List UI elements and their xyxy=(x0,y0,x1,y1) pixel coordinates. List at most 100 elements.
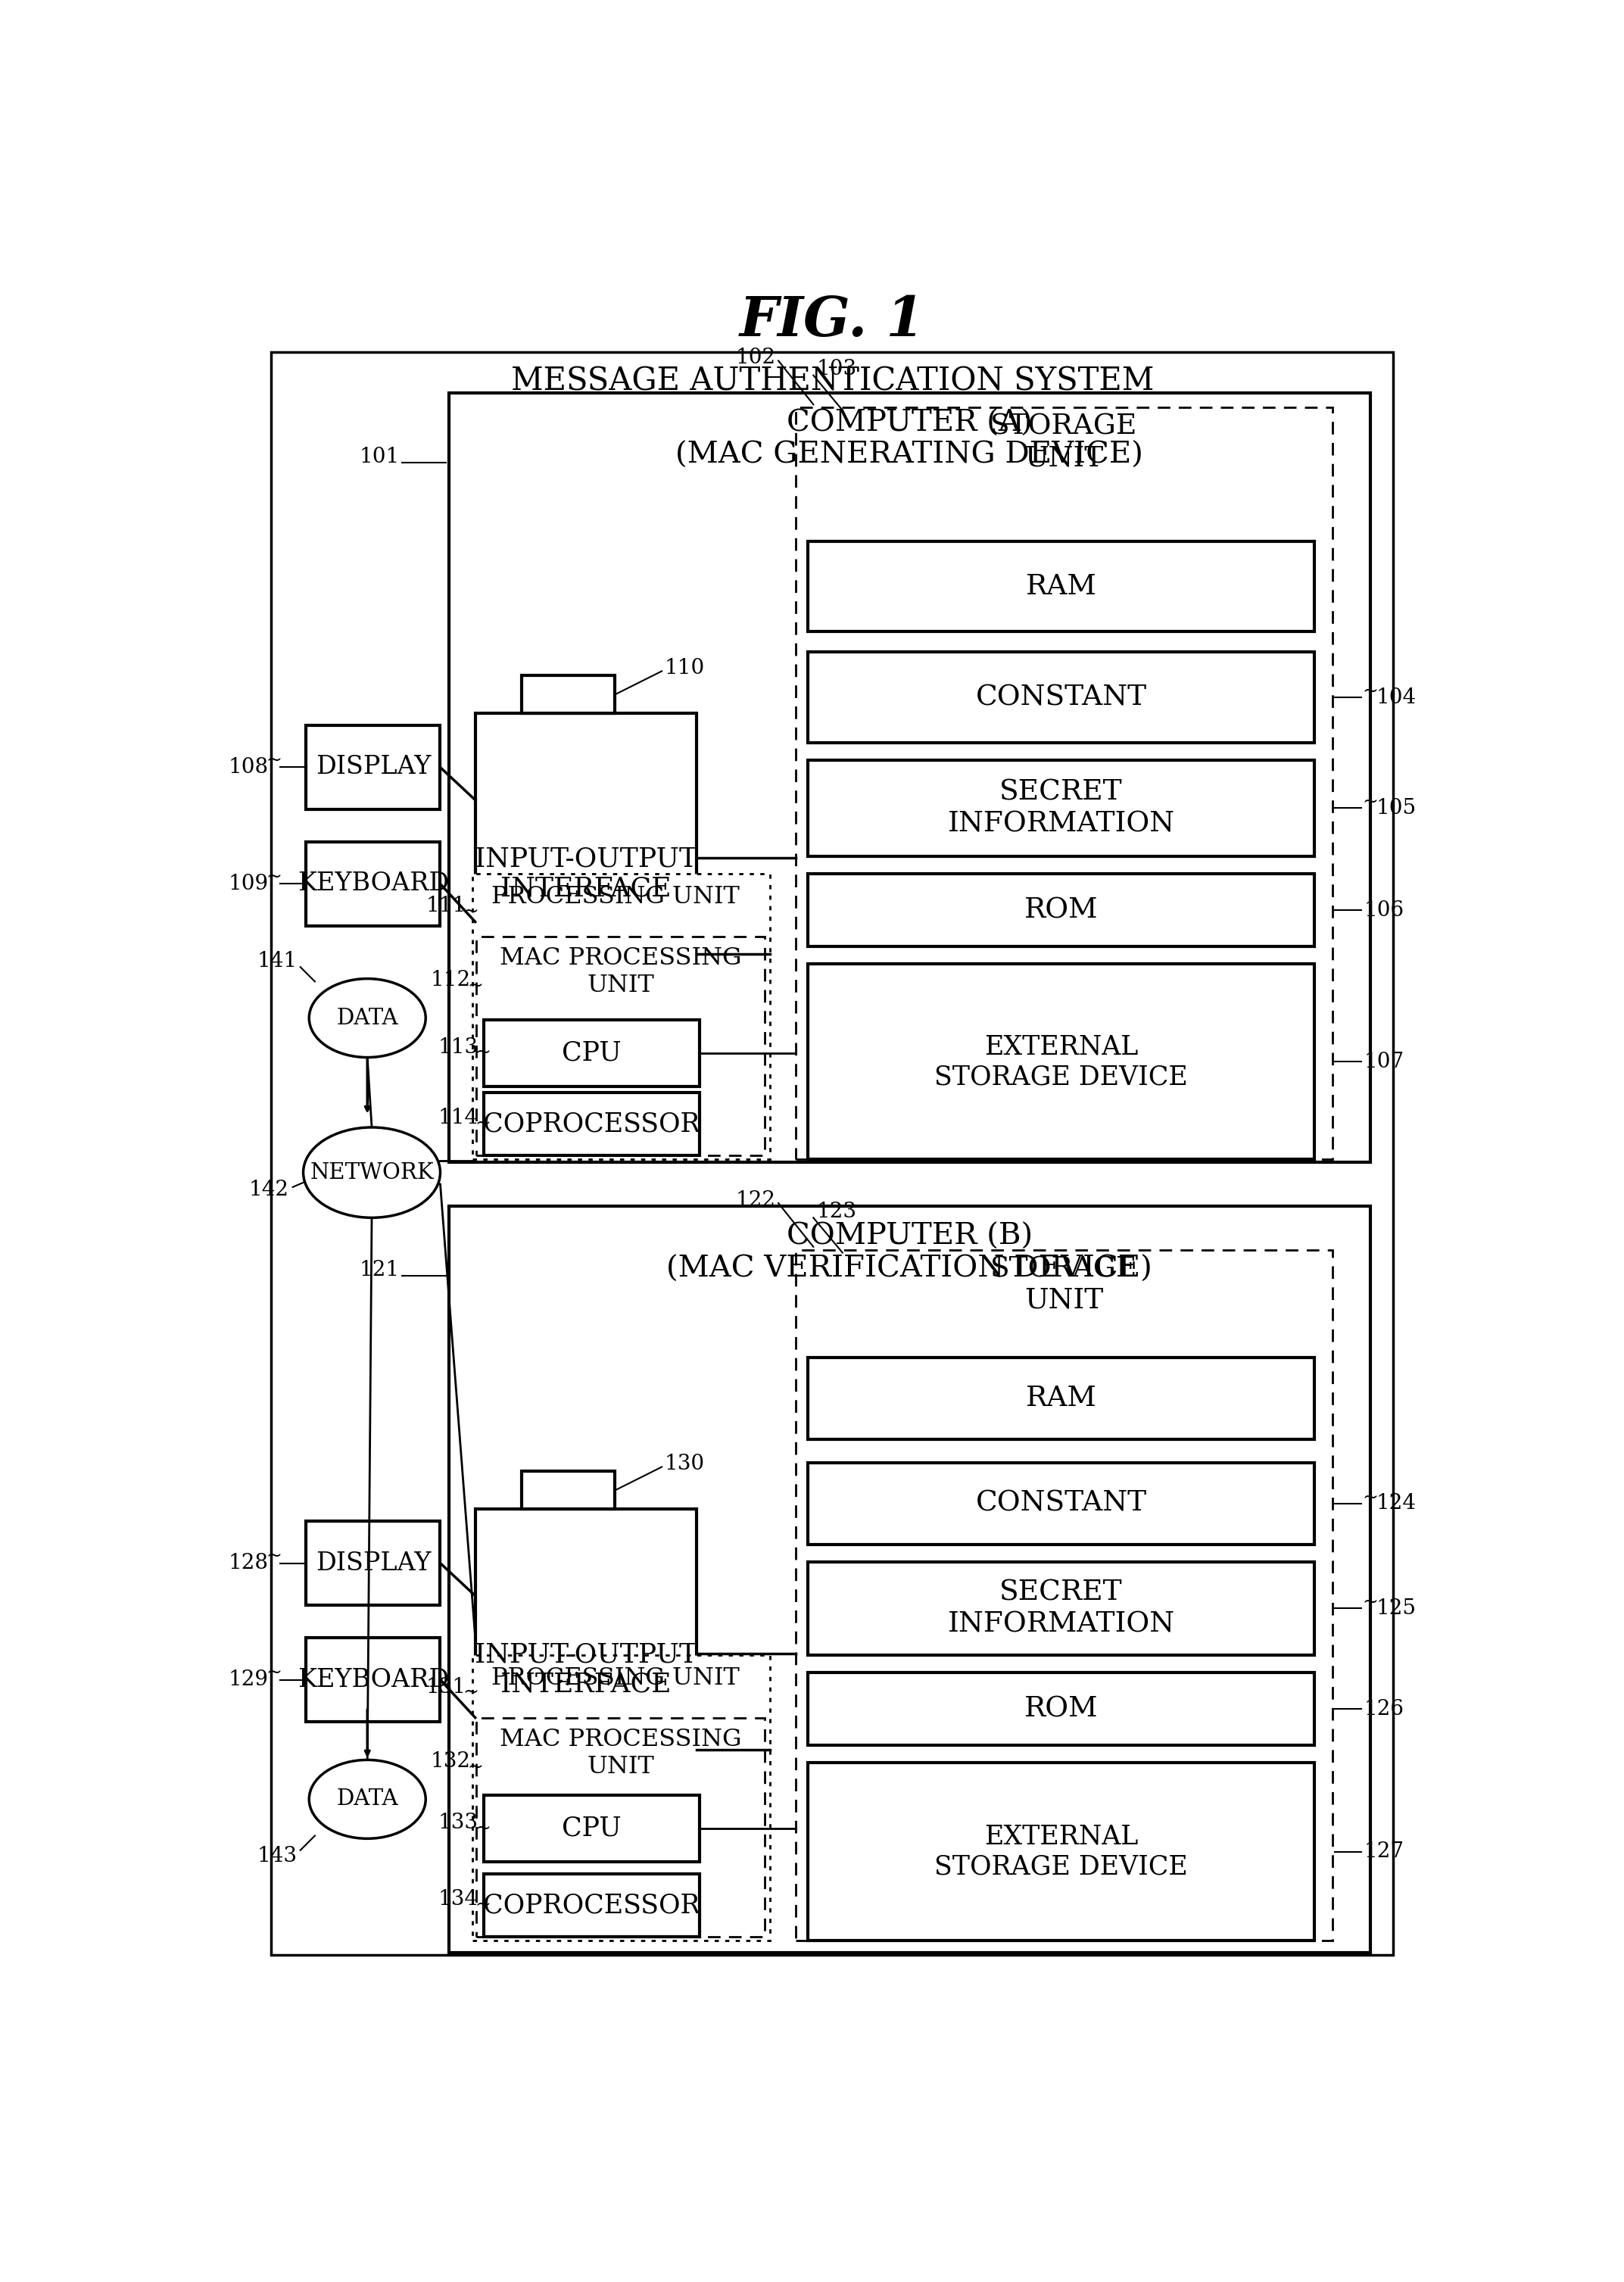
Text: 143: 143 xyxy=(257,1846,297,1867)
Text: STORAGE
UNIT: STORAGE UNIT xyxy=(991,1255,1138,1314)
Text: ~: ~ xyxy=(474,1819,490,1837)
Text: MAC PROCESSING
UNIT: MAC PROCESSING UNIT xyxy=(500,1727,742,1778)
Text: INPUT-OUTPUT
INTERFACE: INPUT-OUTPUT INTERFACE xyxy=(474,1641,697,1698)
Bar xyxy=(476,936,765,1155)
Ellipse shape xyxy=(304,1127,440,1219)
Text: 108: 108 xyxy=(227,758,268,778)
Text: CPU: CPU xyxy=(562,1041,622,1066)
Text: 101: 101 xyxy=(359,447,400,468)
Text: DISPLAY: DISPLAY xyxy=(315,1552,430,1575)
Text: ~: ~ xyxy=(474,1116,490,1132)
Bar xyxy=(807,1561,1315,1654)
Text: ~: ~ xyxy=(463,1684,479,1702)
Text: COPROCESSOR: COPROCESSOR xyxy=(484,1892,700,1917)
Text: FIG. 1: FIG. 1 xyxy=(739,294,926,347)
Bar xyxy=(307,726,440,810)
Text: 110: 110 xyxy=(664,657,705,678)
Bar xyxy=(796,408,1332,1159)
Text: 124: 124 xyxy=(1376,1492,1416,1513)
Text: 102: 102 xyxy=(736,347,776,367)
Text: ROM: ROM xyxy=(1025,1696,1098,1723)
Text: KEYBOARD: KEYBOARD xyxy=(297,1668,448,1691)
Text: COPROCESSOR: COPROCESSOR xyxy=(484,1111,700,1136)
Text: 134: 134 xyxy=(438,1889,477,1910)
Text: ~: ~ xyxy=(266,751,283,769)
Text: 107: 107 xyxy=(1364,1052,1405,1073)
Text: 111: 111 xyxy=(425,895,466,915)
Text: INPUT-OUTPUT
INTERFACE: INPUT-OUTPUT INTERFACE xyxy=(474,847,697,901)
Bar xyxy=(473,1654,770,1940)
Text: 122: 122 xyxy=(736,1189,776,1209)
Bar xyxy=(484,1874,700,1937)
Bar xyxy=(521,1472,615,1508)
Ellipse shape xyxy=(309,1759,425,1839)
Text: PROCESSING UNIT: PROCESSING UNIT xyxy=(490,885,739,908)
Text: 109: 109 xyxy=(227,874,268,895)
Text: ~: ~ xyxy=(1363,682,1379,701)
Text: 141: 141 xyxy=(257,952,297,972)
Text: ~: ~ xyxy=(474,1896,490,1915)
Bar xyxy=(807,1762,1315,1940)
Text: ROM: ROM xyxy=(1025,897,1098,924)
Text: 142: 142 xyxy=(248,1180,289,1200)
Bar xyxy=(473,874,770,1159)
Text: MAC PROCESSING
UNIT: MAC PROCESSING UNIT xyxy=(500,947,742,997)
Bar xyxy=(307,1638,440,1723)
Text: 104: 104 xyxy=(1376,687,1416,707)
Text: 133: 133 xyxy=(438,1812,477,1832)
Bar xyxy=(476,1718,765,1937)
Text: ~: ~ xyxy=(1363,794,1379,810)
Text: ~: ~ xyxy=(468,977,482,995)
Bar xyxy=(521,675,615,714)
Text: ~: ~ xyxy=(266,867,283,885)
Text: RAM: RAM xyxy=(1026,573,1096,600)
Text: CPU: CPU xyxy=(562,1816,622,1842)
Text: 113: 113 xyxy=(438,1036,477,1057)
Bar xyxy=(807,1463,1315,1545)
Bar xyxy=(271,351,1393,1956)
Text: 125: 125 xyxy=(1376,1597,1416,1618)
Text: ~: ~ xyxy=(1363,1488,1379,1506)
Text: 126: 126 xyxy=(1364,1698,1405,1718)
Text: RAM: RAM xyxy=(1026,1385,1096,1413)
Bar xyxy=(448,393,1371,1162)
Bar xyxy=(807,541,1315,632)
Text: COMPUTER (A)
(MAC GENERATING DEVICE): COMPUTER (A) (MAC GENERATING DEVICE) xyxy=(676,408,1143,470)
Bar xyxy=(476,714,697,1034)
Bar xyxy=(484,1020,700,1086)
Text: 131: 131 xyxy=(425,1677,466,1698)
Text: 121: 121 xyxy=(359,1260,400,1280)
Text: ~: ~ xyxy=(266,1547,283,1565)
Text: SECRET
INFORMATION: SECRET INFORMATION xyxy=(947,778,1174,837)
Bar xyxy=(307,1520,440,1607)
Bar xyxy=(807,760,1315,856)
Text: EXTERNAL
STORAGE DEVICE: EXTERNAL STORAGE DEVICE xyxy=(934,1034,1187,1089)
Text: 106: 106 xyxy=(1364,899,1405,920)
Text: COMPUTER (B)
(MAC VERIFICATION DEVICE): COMPUTER (B) (MAC VERIFICATION DEVICE) xyxy=(666,1223,1153,1282)
Text: 132: 132 xyxy=(430,1750,471,1771)
Bar xyxy=(476,1508,697,1830)
Text: SECRET
INFORMATION: SECRET INFORMATION xyxy=(947,1579,1174,1638)
Text: CONSTANT: CONSTANT xyxy=(976,1490,1147,1518)
Text: ~: ~ xyxy=(474,1045,490,1061)
Bar xyxy=(807,653,1315,742)
Text: STORAGE
UNIT: STORAGE UNIT xyxy=(991,413,1138,472)
Text: DISPLAY: DISPLAY xyxy=(315,755,430,780)
Text: 105: 105 xyxy=(1376,799,1416,819)
Text: NETWORK: NETWORK xyxy=(310,1162,434,1182)
Text: 112: 112 xyxy=(430,970,471,990)
Bar xyxy=(807,963,1315,1159)
Text: KEYBOARD: KEYBOARD xyxy=(297,872,448,897)
Bar xyxy=(796,1251,1332,1940)
Bar xyxy=(307,842,440,926)
Text: DATA: DATA xyxy=(336,1789,398,1810)
Bar xyxy=(807,1673,1315,1746)
Text: EXTERNAL
STORAGE DEVICE: EXTERNAL STORAGE DEVICE xyxy=(934,1823,1187,1880)
Text: 129: 129 xyxy=(227,1670,268,1691)
Text: DATA: DATA xyxy=(336,1006,398,1029)
Text: CONSTANT: CONSTANT xyxy=(976,685,1147,712)
Text: ~: ~ xyxy=(468,1759,482,1775)
Text: ~: ~ xyxy=(1363,1593,1379,1611)
Text: 127: 127 xyxy=(1364,1842,1405,1862)
Text: ~: ~ xyxy=(266,1664,283,1682)
